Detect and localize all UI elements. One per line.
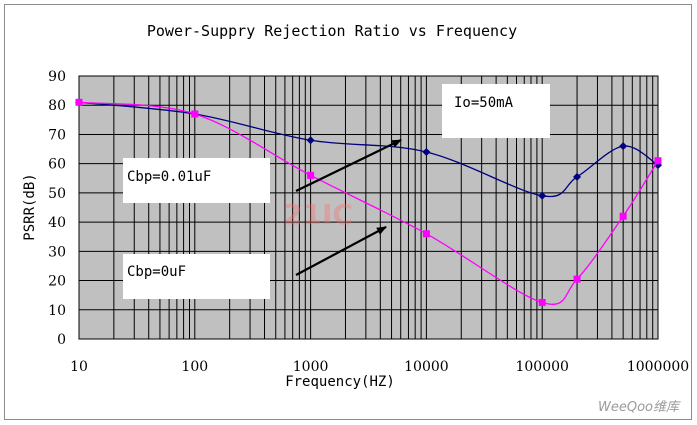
data-point-square bbox=[619, 212, 627, 220]
data-point-diamond bbox=[619, 142, 628, 151]
data-point-square bbox=[191, 110, 199, 118]
y-tick-label: 40 bbox=[48, 215, 66, 231]
watermark-logo: 21IC bbox=[283, 198, 353, 231]
plot-area bbox=[78, 75, 659, 340]
arrow-cbp1 bbox=[295, 139, 402, 192]
y-tick-label: 70 bbox=[48, 127, 66, 143]
data-point-square bbox=[75, 98, 83, 106]
data-point-square bbox=[307, 171, 315, 179]
y-tick-label: 20 bbox=[48, 274, 66, 290]
annotation-box-io bbox=[442, 84, 550, 138]
annotation-cbp0: Cbp=0uF bbox=[127, 264, 186, 280]
series-layer bbox=[75, 98, 662, 306]
x-tick-label: 10 bbox=[70, 359, 88, 375]
y-axis-ticks: 0 10 20 30 40 50 60 70 80 90 bbox=[48, 69, 66, 348]
chart-title: Power-Suppry Rejection Ratio vs Frequenc… bbox=[147, 22, 517, 40]
data-point-diamond bbox=[538, 191, 547, 200]
data-point-diamond bbox=[306, 136, 315, 145]
x-tick-label: 1000000 bbox=[627, 359, 689, 375]
y-tick-label: 50 bbox=[48, 186, 66, 202]
x-tick-label: 100000 bbox=[515, 359, 568, 375]
y-axis-label: PSRR(dB) bbox=[22, 173, 38, 240]
x-tick-label: 100 bbox=[181, 359, 208, 375]
y-tick-label: 10 bbox=[48, 303, 66, 319]
data-point-square bbox=[573, 275, 581, 283]
x-tick-label: 10000 bbox=[404, 359, 449, 375]
watermark-corner: WeeQoo维库 bbox=[598, 400, 681, 415]
y-tick-label: 0 bbox=[57, 332, 66, 348]
annotation-io: Io=50mA bbox=[454, 95, 514, 111]
y-tick-label: 30 bbox=[48, 244, 66, 260]
x-axis-ticks: 10 100 1000 10000 100000 1000000 bbox=[70, 359, 689, 375]
annotation-box-cbp1 bbox=[123, 158, 270, 203]
y-tick-label: 90 bbox=[48, 69, 66, 85]
annotation-box-cbp0 bbox=[123, 254, 270, 299]
annotation-cbp1: Cbp=0.01uF bbox=[127, 169, 211, 185]
series-line-2 bbox=[78, 101, 659, 305]
watermark-logo-text: 21IC bbox=[283, 198, 353, 231]
arrow-cbp0 bbox=[295, 226, 387, 276]
data-point-diamond bbox=[422, 147, 431, 156]
y-tick-label: 60 bbox=[48, 157, 66, 173]
data-point-diamond bbox=[573, 172, 582, 181]
x-tick-label: 1000 bbox=[293, 359, 329, 375]
data-point-square bbox=[654, 157, 662, 165]
data-point-square bbox=[422, 230, 430, 238]
data-point-square bbox=[538, 298, 546, 306]
y-tick-label: 80 bbox=[48, 98, 66, 114]
x-axis-label: Frequency(HZ) bbox=[285, 374, 395, 390]
